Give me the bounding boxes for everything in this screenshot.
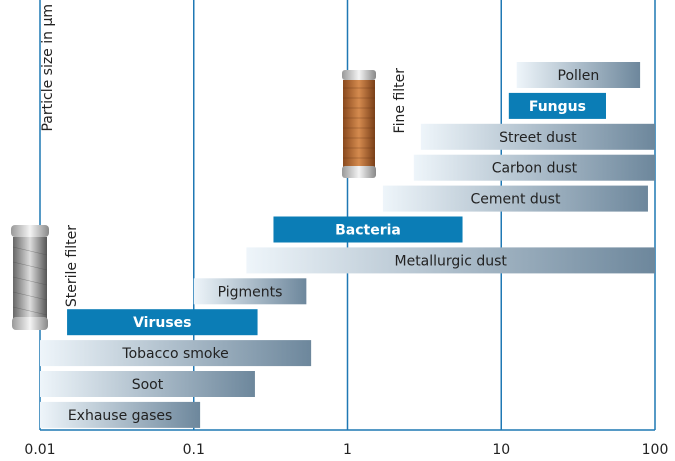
bar-label: Metallurgic dust — [395, 253, 508, 269]
chart: 0.01 0.1 1 10 100 Pollen Fungus Street dust Car… — [0, 0, 675, 461]
bar-label: Bacteria — [335, 223, 401, 239]
bar-label: Pollen — [558, 68, 600, 84]
x-tick-label: 100 — [642, 442, 669, 458]
x-tick-label: 10 — [492, 442, 510, 458]
annotation: Fine filter — [392, 68, 408, 134]
annotation: Sterile filter — [64, 225, 80, 307]
x-tick-label: 1 — [343, 442, 352, 458]
bar-label: Pigments — [218, 284, 283, 300]
sterile-filter-icon — [11, 225, 49, 330]
bar-label: Tobacco smoke — [121, 346, 228, 362]
bar-label: Street dust — [499, 130, 577, 146]
fine-filter-icon — [342, 70, 376, 178]
bar-label: Exhause gases — [68, 408, 172, 424]
x-tick-label: 0.01 — [24, 442, 55, 458]
bar-label: Viruses — [133, 315, 191, 331]
bar-label: Fungus — [529, 99, 586, 115]
x-tick-label: 0.1 — [183, 442, 205, 458]
bar-label: Cement dust — [470, 192, 561, 208]
bar-label: Carbon dust — [492, 161, 578, 177]
axis-label: Particle size in µm — [40, 4, 56, 132]
bar-label: Soot — [132, 377, 164, 393]
